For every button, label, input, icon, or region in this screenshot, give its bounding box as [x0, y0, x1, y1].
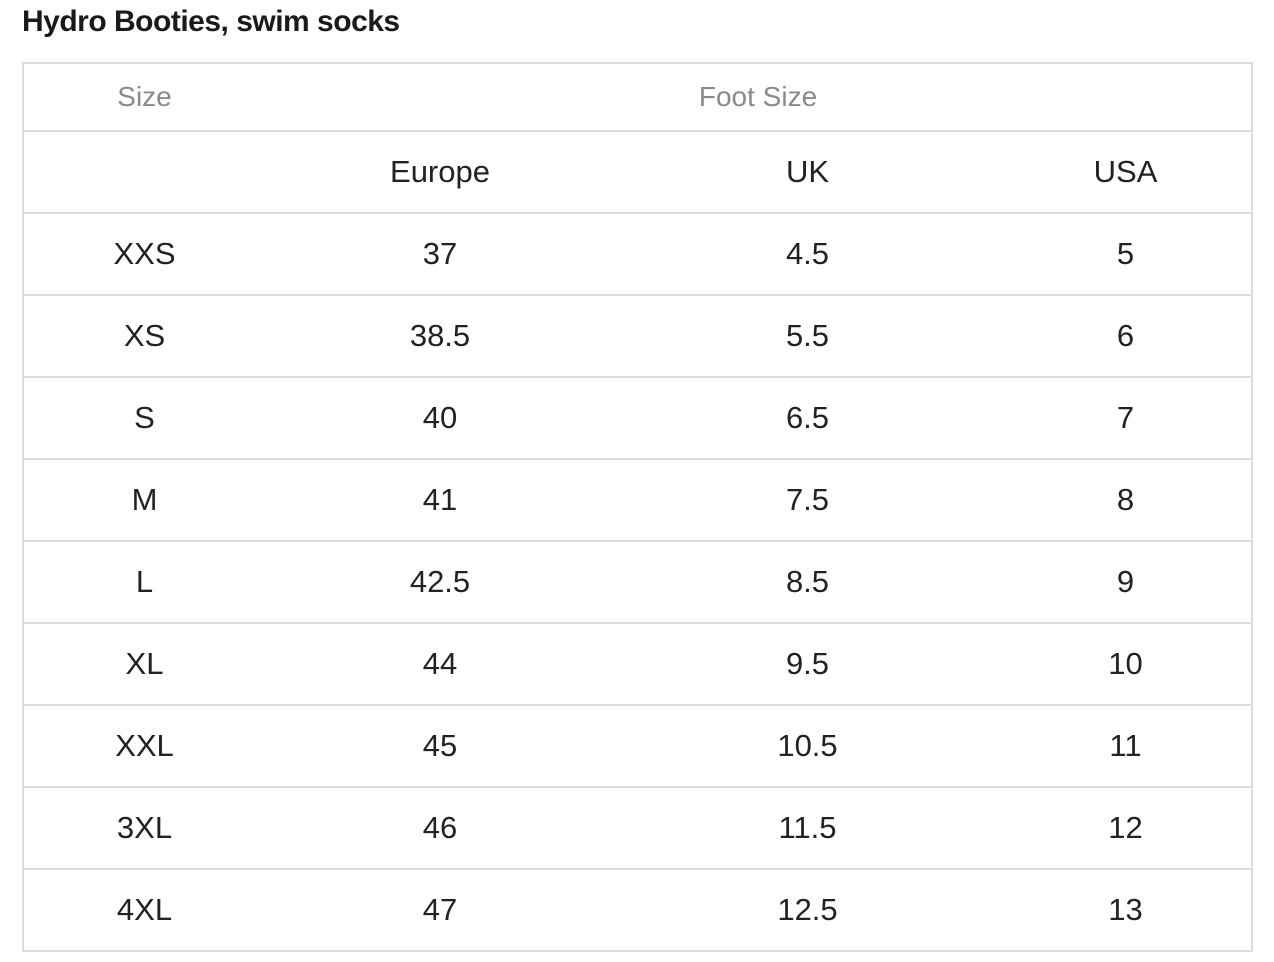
cell-uk: 7.5	[615, 458, 1000, 542]
cell-size: 4XL	[22, 868, 265, 952]
subheader-cell-usa: USA	[1000, 130, 1254, 214]
table-row: XXL 45 10.5 11	[22, 704, 1254, 788]
table-row: XL 44 9.5 10	[22, 622, 1254, 706]
cell-size: L	[22, 540, 265, 624]
cell-usa: 11	[1000, 704, 1254, 788]
table-row: 4XL 47 12.5 13	[22, 868, 1254, 952]
table-subheader-row: Europe UK USA	[22, 130, 1254, 214]
table-row: L 42.5 8.5 9	[22, 540, 1254, 624]
cell-usa: 10	[1000, 622, 1254, 706]
page-title: Hydro Booties, swim socks	[22, 5, 400, 38]
cell-uk: 8.5	[615, 540, 1000, 624]
table-row: M 41 7.5 8	[22, 458, 1254, 542]
subheader-cell-size	[22, 130, 265, 214]
cell-usa: 6	[1000, 294, 1254, 378]
cell-uk: 6.5	[615, 376, 1000, 460]
cell-usa: 13	[1000, 868, 1254, 952]
size-column-header: Size	[22, 62, 265, 132]
cell-usa: 12	[1000, 786, 1254, 870]
table-row: S 40 6.5 7	[22, 376, 1254, 460]
cell-usa: 5	[1000, 212, 1254, 296]
cell-size: M	[22, 458, 265, 542]
cell-uk: 12.5	[615, 868, 1000, 952]
cell-europe: 37	[265, 212, 615, 296]
cell-usa: 7	[1000, 376, 1254, 460]
cell-europe: 41	[265, 458, 615, 542]
table-row: 3XL 46 11.5 12	[22, 786, 1254, 870]
cell-size: XXL	[22, 704, 265, 788]
cell-europe: 46	[265, 786, 615, 870]
cell-uk: 4.5	[615, 212, 1000, 296]
table-row: XXS 37 4.5 5	[22, 212, 1254, 296]
cell-size: XS	[22, 294, 265, 378]
foot-size-column-header: Foot Size	[265, 62, 1254, 132]
cell-europe: 47	[265, 868, 615, 952]
cell-size: S	[22, 376, 265, 460]
cell-size: XXS	[22, 212, 265, 296]
cell-europe: 40	[265, 376, 615, 460]
cell-europe: 44	[265, 622, 615, 706]
cell-uk: 10.5	[615, 704, 1000, 788]
size-chart: Size Foot Size Europe UK USA XXS 37 4.5 5 XS…	[22, 62, 1254, 952]
cell-uk: 11.5	[615, 786, 1000, 870]
cell-uk: 9.5	[615, 622, 1000, 706]
cell-europe: 38.5	[265, 294, 615, 378]
subheader-cell-uk: UK	[615, 130, 1000, 214]
cell-uk: 5.5	[615, 294, 1000, 378]
size-table: Size Foot Size Europe UK USA XXS 37 4.5 5 XS…	[22, 62, 1254, 952]
cell-usa: 9	[1000, 540, 1254, 624]
table-row: XS 38.5 5.5 6	[22, 294, 1254, 378]
cell-usa: 8	[1000, 458, 1254, 542]
cell-europe: 42.5	[265, 540, 615, 624]
cell-size: 3XL	[22, 786, 265, 870]
cell-size: XL	[22, 622, 265, 706]
cell-europe: 45	[265, 704, 615, 788]
table-header-row: Size Foot Size	[22, 62, 1254, 132]
subheader-cell-europe: Europe	[265, 130, 615, 214]
